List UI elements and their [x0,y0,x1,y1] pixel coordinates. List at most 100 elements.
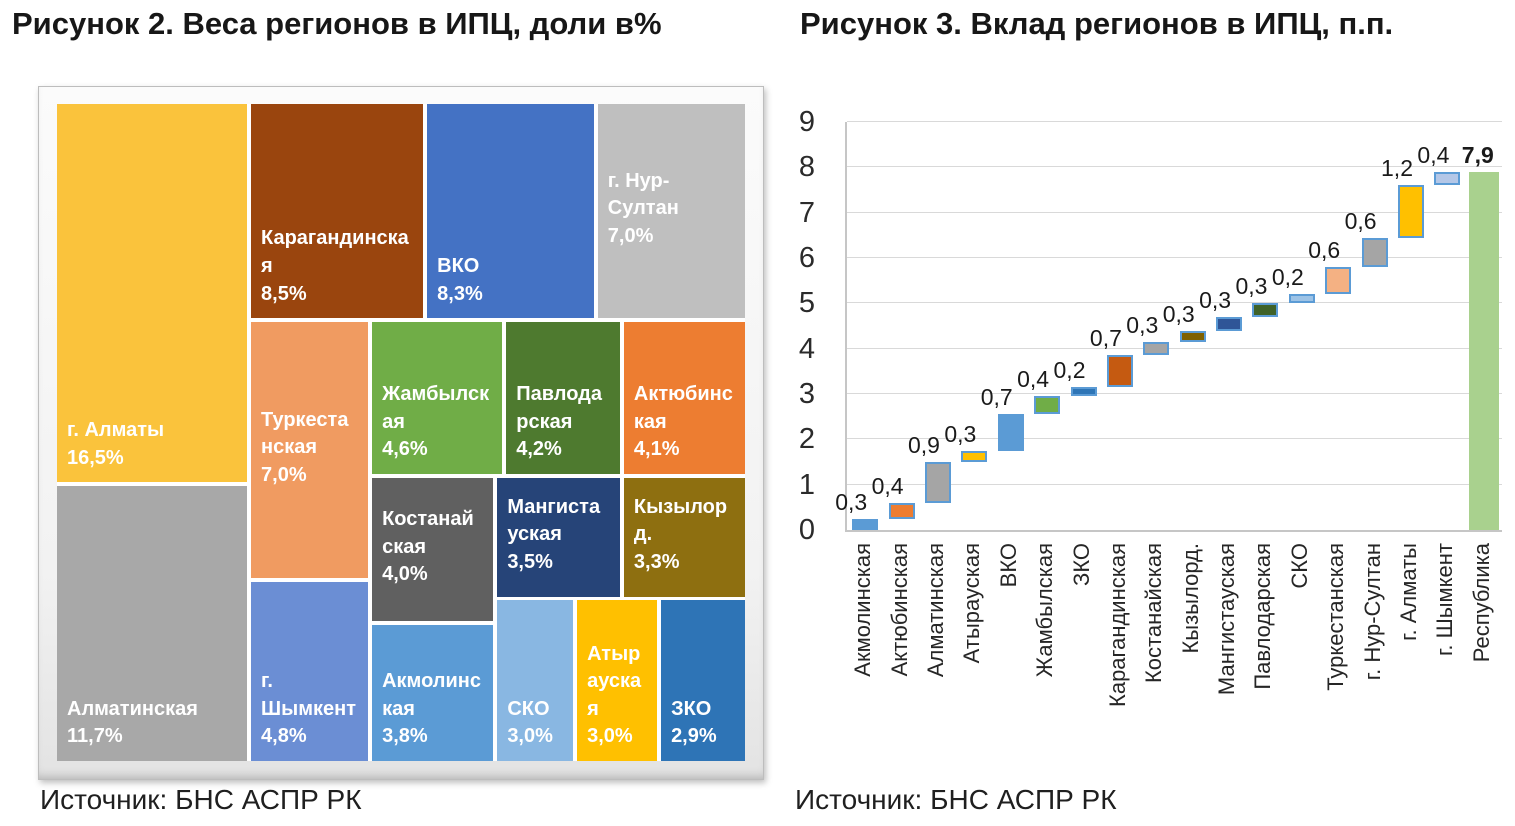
figure3-source: Источник: БНС АСПР РК [795,784,1117,815]
figure2-source: Источник: БНС АСПР РК [40,784,362,815]
treemap-cell: г. Шымкент 4,8% [251,582,368,761]
waterfall-bar [852,518,879,530]
waterfall-bar [1034,396,1061,415]
bar-value-label: 0,6 [1308,237,1341,264]
waterfall-x-axis-labels: Акмолинская Актюбинская Алматинская Атыраус… [845,543,1500,783]
bar-value-label: 0,3 [1126,311,1159,338]
x-axis-category-label: Акмолинская [850,543,876,677]
waterfall-bar [1252,303,1279,317]
treemap-cell-value: 8,3% [437,282,483,305]
gridline [847,483,1502,485]
treemap-cell-label: г. Алматы [67,419,165,442]
x-axis-category-label: СКО [1286,543,1312,589]
treemap-cell: Туркестанская 7,0% [251,322,368,579]
treemap-cell-label: ЗКО [671,697,712,720]
treemap-cell-label: Атырауская [587,642,642,720]
x-axis-category-label: Карагандинская [1104,543,1130,707]
treemap-cell-label: СКО [507,697,550,720]
x-axis-category-label: Алматинская [922,543,948,678]
treemap-cell: Акмолинская 3,8% [372,625,494,761]
treemap-cell: Костанайская 4,0% [372,477,494,622]
bar-value-label: 0,7 [1089,325,1122,352]
waterfall-plot-area: 0,3 0,4 0,9 0,3 0,7 0,4 0,2 0,7 0,3 0,3 0,3 0,3 0,2 0… [835,121,1502,532]
y-axis-tick-label: 5 [798,287,815,320]
x-axis-category-label: г. Шымкент [1432,543,1458,656]
gridline [847,302,1502,304]
treemap-cell: ВКО 8,3% [427,104,595,319]
bar-value-label: 0,3 [1235,273,1268,300]
x-axis-category-label: Костанайская [1141,543,1167,684]
x-axis-category-label: ВКО [995,543,1021,588]
treemap-cell-label: Туркестанская [261,408,349,459]
waterfall-bar [1143,341,1170,356]
bar-value-label: 0,4 [1017,366,1050,393]
bar-value-label: 0,2 [1053,357,1086,384]
treemap-cell-value: 16,5% [67,446,124,469]
treemap-cell: Мангистауская 3,5% [497,477,621,597]
treemap-cell-label: Павлодарская [516,383,602,433]
treemap-cell-value: 4,1% [633,438,680,461]
bar-value-label: 0,3 [835,488,868,515]
treemap-cell-label: г. Шымкент [261,670,356,720]
waterfall-bar [1468,171,1499,530]
waterfall-bar [1070,387,1097,397]
x-axis-category-label: Туркестанская [1323,543,1349,691]
bar-value-label: 7,9 [1461,141,1494,168]
waterfall-bar [1434,171,1461,186]
gridline [847,438,1502,440]
treemap-cell-label: ВКО [437,254,480,277]
treemap-cell: Жамбылская 4,6% [372,322,503,474]
gridline [847,211,1502,213]
treemap-cell-label: Жамбылская [382,383,490,433]
treemap-cell-value: 3,0% [507,725,553,748]
waterfall-bar [888,502,915,519]
treemap-cell-label: г. Нур-Султан [607,169,679,220]
treemap-cell-value: 3,8% [382,725,428,748]
gridline [847,166,1502,168]
y-axis-tick-label: 1 [798,468,815,501]
treemap-cell-value: 3,3% [633,551,680,574]
waterfall-bar [1325,267,1352,295]
y-axis-tick-label: 8 [798,151,815,184]
treemap-cell-value: 4,8% [261,725,307,748]
x-axis-category-label: г. Алматы [1396,543,1422,641]
treemap-cell-value: 4,2% [516,438,562,461]
waterfall-bar [1216,316,1243,331]
bar-value-label: 0,4 [871,472,904,499]
treemap-cell-value: 8,5% [261,282,307,305]
waterfall-bar [924,462,951,503]
x-axis-category-label: Жамбылская [1032,543,1058,678]
treemap-cell-value: 4,6% [382,438,428,461]
y-axis-tick-label: 4 [798,332,815,365]
gridline [847,257,1502,258]
bar-value-label: 0,6 [1344,207,1377,234]
treemap-chart: г. Алматы 16,5% Алматинская 11,7% Карагандин… [57,104,745,761]
waterfall-bar [997,414,1024,451]
treemap-cell: Павлодарская 4,2% [506,322,621,474]
bar-value-label: 0,9 [907,432,940,458]
waterfall-bar [1398,185,1425,238]
treemap-cell-value: 7,0% [607,224,654,247]
treemap-cell-value: 4,0% [382,563,428,586]
treemap-cell-label: Актюбинская [633,383,733,433]
x-axis-category-label: Павлодарская [1250,543,1276,690]
treemap-cell-value: 2,9% [671,725,717,748]
bar-value-label: 0,3 [1199,286,1232,313]
figure3-title: Рисунок 3. Вклад регионов в ИПЦ, п.п. [800,6,1394,41]
waterfall-bar [1179,330,1206,342]
x-axis-category-label: ЗКО [1068,543,1094,586]
x-axis-category-label: Кызылорд. [1177,543,1203,654]
bar-value-label: 0,3 [1162,300,1195,327]
bar-value-label: 0,4 [1417,141,1450,168]
treemap-cell: СКО 3,0% [497,600,573,761]
treemap-cell: Атырауская 3,0% [577,600,657,761]
y-axis-tick-label: 6 [798,242,815,274]
y-axis-tick-label: 9 [798,106,815,138]
gridline [847,121,1502,122]
treemap-cell-value: 11,7% [67,725,123,748]
treemap-cell-label: Мангистауская [507,495,601,546]
treemap-cell-value: 7,0% [261,464,307,487]
treemap-cell-label: Костанайская [382,508,474,558]
treemap-cell: Карагандинская 8,5% [251,104,424,319]
